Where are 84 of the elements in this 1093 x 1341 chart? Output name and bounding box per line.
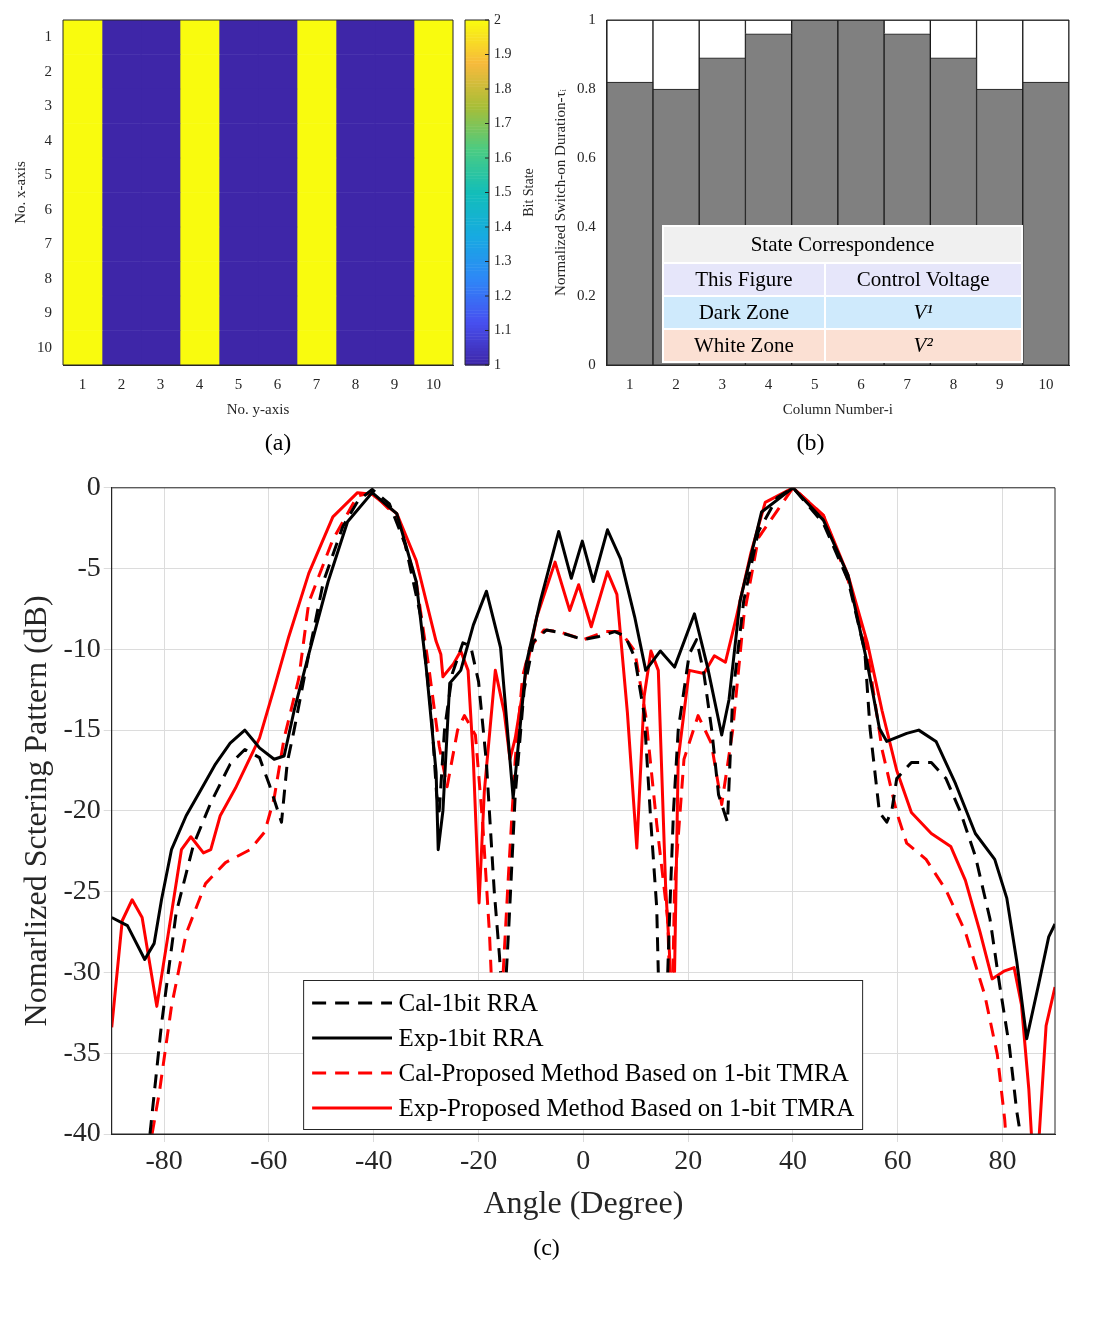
y-tick-label: 1 [588, 10, 596, 27]
color-bar-label: 1.6 [494, 149, 512, 165]
y-tick-label: 3 [44, 97, 52, 114]
x-tick-label: 60 [883, 1144, 912, 1176]
text: (c) [532, 1234, 561, 1261]
annotation: Control Voltage [824, 262, 1022, 297]
x-tick-label: -80 [145, 1144, 183, 1176]
text: (a) [263, 429, 293, 456]
x-tick-label: 8 [351, 375, 360, 392]
x-tick-label: -20 [459, 1144, 498, 1176]
y-tick-label: 2 [44, 62, 52, 79]
annotation: Dark Zone [663, 296, 825, 330]
annotation: White Zone [663, 329, 825, 363]
legend-label: Exp-Proposed Method Based on 1-bit TMRA [398, 1093, 855, 1123]
y-tick-label: -20 [63, 793, 101, 825]
y-tick-label: 7 [44, 235, 53, 252]
x-tick-label: 80 [988, 1144, 1017, 1176]
x-tick-label: 4 [764, 375, 773, 392]
y-tick-label: 0.2 [577, 286, 596, 303]
color-bar-label: 2 [494, 11, 501, 27]
y-tick-label: -35 [63, 1035, 101, 1067]
annotation: V² [824, 329, 1022, 363]
x-tick-label: 9 [995, 375, 1004, 392]
x-axis-title: Angle (Degree) [483, 1184, 684, 1221]
y-tick-label: -25 [63, 874, 101, 906]
color-bar-label: 1.5 [494, 184, 512, 200]
color-bar-label: 1.9 [494, 46, 512, 62]
y-tick-label: 0 [588, 355, 596, 372]
y-axis-title: Nomarlized Sctering Pattern (dB) [16, 595, 53, 1027]
x-tick-label: 4 [195, 375, 204, 392]
x-tick-label: 6 [273, 375, 282, 392]
y-tick-label: 5 [44, 166, 52, 183]
y-tick-label: 0.4 [577, 217, 597, 234]
y-tick-label: -15 [63, 712, 101, 744]
legend-label: Cal-Proposed Method Based on 1-bit TMRA [398, 1058, 849, 1088]
x-tick-label: 6 [857, 375, 866, 392]
y-tick-label: 0 [86, 470, 101, 502]
x-tick-label: 7 [312, 375, 321, 392]
y-tick-label: 6 [44, 200, 53, 217]
y-tick-label: 4 [44, 131, 53, 148]
text: (b) [795, 429, 826, 456]
x-tick-label: 1 [626, 375, 634, 392]
x-tick-label: 10 [426, 375, 441, 392]
y-tick-label: 8 [44, 269, 52, 286]
x-tick-label: 7 [903, 375, 912, 392]
y-tick-label: 9 [44, 304, 52, 321]
y-tick-label: 0.8 [577, 79, 596, 96]
y-tick-label: -30 [63, 954, 101, 986]
y-tick-label: 1 [44, 28, 52, 45]
x-axis-title: Column Number-i [782, 400, 893, 417]
color-bar-title: Bit State [520, 168, 536, 217]
y-tick-label: -5 [77, 550, 101, 582]
annotation: V¹ [824, 296, 1022, 330]
x-tick-label: -40 [355, 1144, 393, 1176]
color-bar-label: 1.2 [494, 287, 512, 303]
color-bar-label: 1.1 [494, 322, 512, 338]
annotation: State Correspondence [663, 226, 1022, 263]
x-tick-label: 20 [674, 1144, 703, 1176]
y-tick-label: -10 [63, 631, 101, 663]
x-tick-label: 5 [811, 375, 819, 392]
y-axis-title: No. x-axis [11, 161, 28, 224]
annotation: This Figure [663, 262, 825, 297]
y-tick-label: 0.6 [577, 148, 597, 165]
x-tick-label: 40 [778, 1144, 807, 1176]
color-bar-label: 1.4 [494, 218, 512, 234]
color-bar-label: 1.3 [494, 253, 512, 269]
x-tick-label: 3 [718, 375, 727, 392]
y-axis-title: Normalized Switch-on Duration-τᵢ [551, 88, 568, 296]
x-tick-label: 2 [117, 375, 126, 392]
x-axis-title: No. y-axis [226, 400, 290, 417]
x-tick-label: 9 [390, 375, 399, 392]
y-tick-label: -40 [63, 1116, 101, 1148]
x-tick-label: 5 [234, 375, 243, 392]
legend-label: Exp-1bit RRA [398, 1023, 544, 1053]
x-tick-label: 8 [949, 375, 958, 392]
legend-label: Cal-1bit RRA [398, 988, 539, 1018]
y-tick-label: 10 [37, 338, 52, 355]
x-tick-label: -60 [250, 1144, 288, 1176]
x-tick-label: 3 [156, 375, 165, 392]
color-bar-label: 1 [494, 356, 501, 372]
x-tick-label: 10 [1038, 375, 1054, 392]
x-tick-label: 2 [672, 375, 680, 392]
color-bar-label: 1.7 [494, 115, 512, 131]
color-bar-label: 1.8 [494, 80, 512, 96]
